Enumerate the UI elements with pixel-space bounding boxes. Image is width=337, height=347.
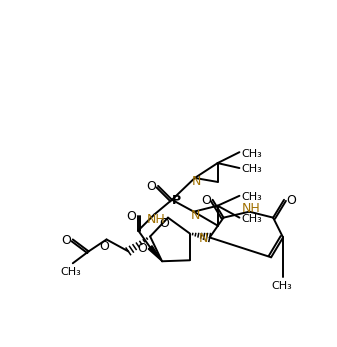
- Text: O: O: [126, 210, 136, 223]
- Text: CH₃: CH₃: [272, 281, 293, 291]
- Text: O: O: [61, 234, 71, 247]
- Text: O: O: [201, 194, 211, 207]
- Text: CH₃: CH₃: [241, 192, 262, 202]
- Text: O: O: [146, 180, 156, 193]
- Text: O: O: [159, 217, 169, 230]
- Text: N: N: [192, 176, 202, 188]
- Text: CH₃: CH₃: [241, 149, 262, 159]
- Text: CH₃: CH₃: [60, 267, 81, 277]
- Text: N: N: [191, 209, 201, 222]
- Polygon shape: [148, 246, 162, 261]
- Text: CH₃: CH₃: [241, 164, 262, 174]
- Text: O: O: [137, 242, 147, 255]
- Text: CH₃: CH₃: [241, 214, 262, 223]
- Text: P: P: [172, 194, 182, 207]
- Text: NH: NH: [242, 202, 261, 215]
- Text: O: O: [100, 240, 110, 253]
- Text: NH: NH: [147, 213, 165, 226]
- Text: O: O: [286, 194, 296, 207]
- Text: N: N: [199, 232, 208, 245]
